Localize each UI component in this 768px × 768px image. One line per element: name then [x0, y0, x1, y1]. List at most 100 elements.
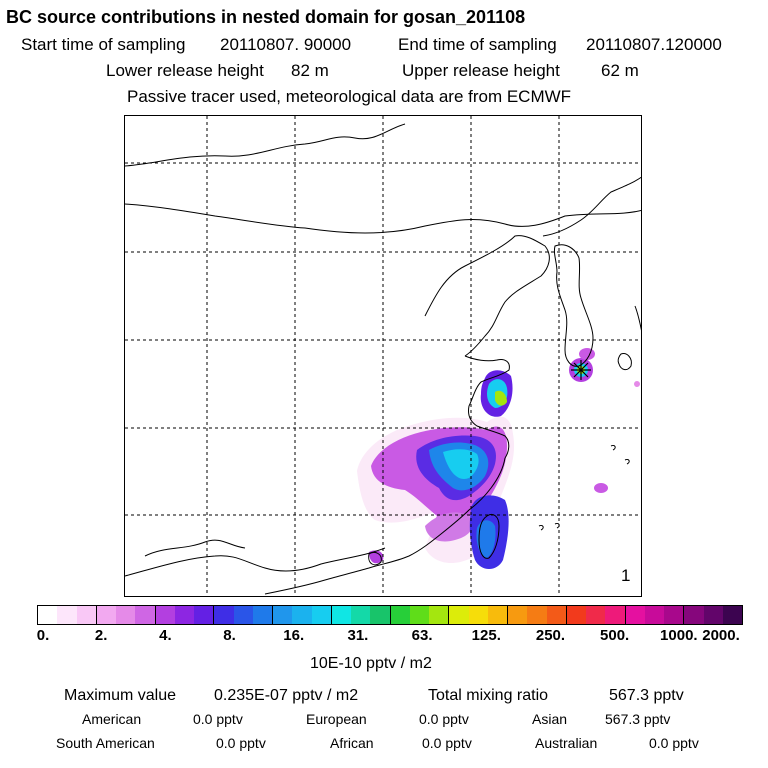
colorbar-cell	[703, 606, 723, 624]
shandong-coast	[464, 355, 510, 459]
tracer-note: Passive tracer used, meteorological data…	[127, 87, 572, 106]
colorbar-cell	[252, 606, 273, 624]
australian-label: Australian	[535, 735, 598, 751]
max-value: 0.235E-07 pptv / m2	[214, 687, 359, 704]
colorbar-cell	[605, 606, 626, 624]
colorbar-cell	[76, 606, 97, 624]
taiwan-outline	[478, 513, 500, 559]
start-time-value: 20110807. 90000	[220, 35, 352, 54]
start-time-label: Start time of sampling	[21, 35, 186, 54]
southern-streak	[425, 512, 473, 542]
colorbar-tick-label: 500.	[600, 627, 630, 644]
southwest-tail	[369, 550, 384, 564]
taiwan-blob-core	[476, 520, 496, 558]
colorbar-cell	[370, 606, 391, 624]
japan-small-dot	[634, 381, 640, 387]
colorbar-cell	[644, 606, 664, 624]
colorbar-cell	[546, 606, 567, 624]
colorbar-cell	[174, 606, 194, 624]
lower-height-label: Lower release height	[106, 61, 264, 80]
colorbar-cell	[429, 606, 450, 624]
south-american-value: 0.0 pptv	[216, 735, 266, 751]
korea-coast	[553, 244, 594, 367]
colorbar-tick-label: 4.	[159, 627, 172, 644]
east-small-blob	[594, 483, 608, 493]
china-inner-border	[125, 203, 641, 234]
colorbar-units: 10E-10 pptv / m2	[310, 655, 432, 672]
colorbar-cell	[311, 606, 332, 624]
colorbar-cell	[664, 606, 685, 624]
colorbar-tick-label: 0.	[36, 627, 50, 644]
max-value-label: Maximum value	[64, 687, 177, 704]
bohai-coast	[424, 235, 550, 357]
colorbar-cell	[233, 606, 253, 624]
colorbar-cell	[351, 606, 371, 624]
colorbar-cell	[273, 606, 293, 624]
ryukyu-islands	[538, 445, 630, 531]
colorbar-cell	[722, 606, 742, 624]
end-time-value: 20110807.120000	[586, 35, 722, 54]
colorbar-cell	[96, 606, 116, 624]
colorbar-tick-label: 2000.	[702, 627, 740, 644]
colorbar-cell	[390, 606, 410, 624]
african-label: African	[330, 735, 374, 751]
china-east-coast	[264, 457, 506, 595]
colorbar-cell	[449, 606, 469, 624]
australian-value: 0.0 pptv	[649, 735, 699, 751]
american-value: 0.0 pptv	[193, 711, 243, 727]
colorbar-cell	[487, 606, 508, 624]
mongolia-border	[125, 123, 406, 167]
lower-height-value: 82 m	[291, 61, 329, 80]
colorbar-tick-label: 63.	[411, 627, 433, 644]
korea-north-border	[542, 176, 641, 237]
total-mixing-label: Total mixing ratio	[428, 687, 549, 704]
european-label: European	[306, 711, 367, 727]
colorbar-tick-label: 2.	[94, 627, 108, 644]
map-panel: 1	[124, 115, 642, 597]
northern-blob-core	[495, 390, 507, 406]
panel-number: 1	[621, 566, 631, 585]
colorbar-cell	[566, 606, 586, 624]
graticule	[125, 116, 641, 596]
colorbar-tick-label: 1000.	[660, 627, 698, 644]
end-time-label: End time of sampling	[398, 35, 557, 54]
upper-height-label: Upper release height	[402, 61, 560, 80]
colorbar-cell	[409, 606, 429, 624]
colorbar-cell	[527, 606, 547, 624]
hainan-outline	[368, 551, 382, 566]
coastlines	[125, 123, 641, 595]
total-mixing-value: 567.3 pptv	[609, 687, 684, 704]
colorbar-cell	[194, 606, 215, 624]
colorbar-cell	[331, 606, 351, 624]
colorbar-tick-label: 125.	[471, 627, 501, 644]
colorbar-cell	[508, 606, 528, 624]
colorbar-tick-label: 31.	[347, 627, 369, 644]
asian-value: 567.3 pptv	[605, 711, 671, 727]
upper-height-value: 62 m	[601, 61, 639, 80]
japan-honshu	[634, 305, 641, 331]
colorbar-tick-label: 16.	[283, 627, 305, 644]
colorbar-tick-label: 8.	[223, 627, 236, 644]
south-american-label: South American	[56, 735, 155, 751]
japan-kyushu	[617, 353, 632, 371]
colorbar-cell	[292, 606, 312, 624]
african-value: 0.0 pptv	[422, 735, 472, 751]
map-canvas	[125, 116, 641, 596]
colorbar-tick-label: 250.	[535, 627, 566, 644]
asian-label: Asian	[532, 711, 568, 727]
plot-title: BC source contributions in nested domain…	[6, 7, 526, 27]
colorbar-cell	[155, 606, 175, 624]
colorbar	[37, 605, 743, 625]
colorbar-cell	[38, 606, 58, 624]
colorbar-cell	[468, 606, 488, 624]
star-icon	[571, 360, 591, 380]
colorbar-cell	[214, 606, 234, 624]
colorbar-cell	[57, 606, 77, 624]
colorbar-cell	[625, 606, 645, 624]
inner-border-southwest	[144, 539, 246, 557]
inner-border-south	[125, 547, 386, 577]
american-label: American	[82, 711, 142, 727]
colorbar-cell	[135, 606, 156, 624]
plume-core-inner	[443, 449, 479, 479]
colorbar-cell	[684, 606, 704, 624]
